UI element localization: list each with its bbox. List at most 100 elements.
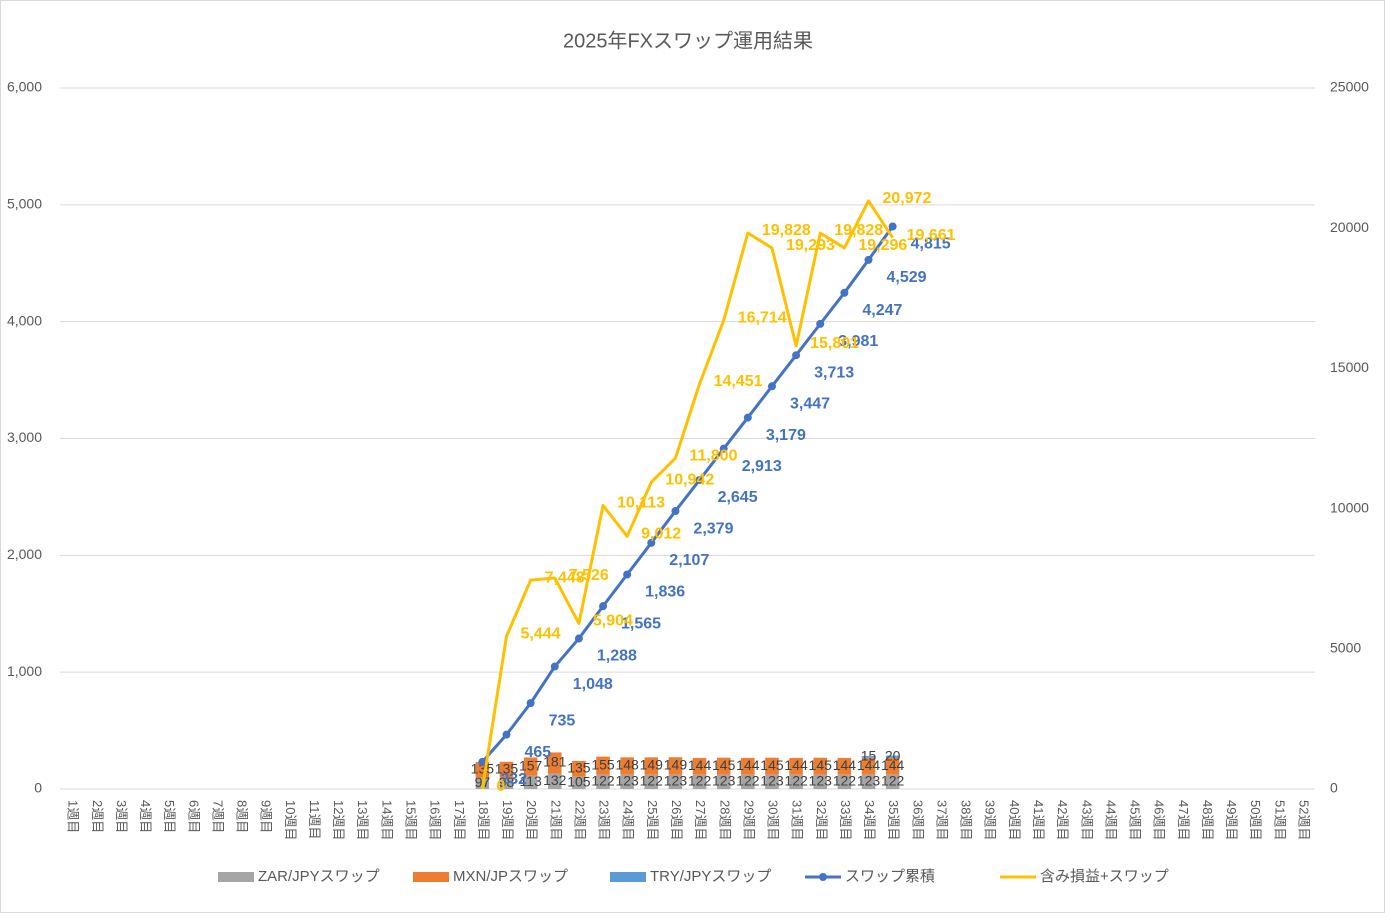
- line: [480, 199, 894, 790]
- data-label: 2,107: [669, 552, 709, 569]
- line-marker: [695, 475, 704, 484]
- bar: [837, 774, 852, 789]
- data-label: 19,661: [907, 227, 956, 244]
- line-marker: [478, 757, 487, 766]
- data-label: 16,714: [738, 310, 787, 327]
- bar: [861, 774, 876, 789]
- x-tick-label: 50週目: [1248, 800, 1263, 840]
- x-tick-label: 21週目: [548, 800, 563, 840]
- data-label: 11,800: [689, 447, 737, 464]
- bar-label: 122: [591, 773, 615, 789]
- legend-label: MXN/JPスワップ: [453, 868, 568, 885]
- legend-label: ZAR/JPYスワップ: [258, 868, 380, 885]
- x-tick-label: 45週目: [1128, 800, 1143, 840]
- line-marker: [840, 288, 849, 297]
- bar: [885, 757, 900, 775]
- data-label: 14,451: [714, 373, 763, 390]
- data-label: 1,836: [645, 584, 685, 601]
- bar-label: 123: [712, 773, 736, 789]
- bar-label: 149: [640, 757, 664, 773]
- legend-marker: [819, 873, 827, 881]
- x-tick-label: 17週目: [452, 800, 467, 840]
- data-label: 7,526: [569, 567, 609, 584]
- x-tick-label: 28週目: [717, 800, 732, 840]
- bar: [741, 774, 755, 789]
- bar: [668, 757, 683, 775]
- bar-label: 145: [809, 757, 833, 773]
- data-label: 19,828: [762, 222, 811, 239]
- x-tick-label: 30週目: [766, 800, 781, 840]
- bar-label: 123: [760, 773, 784, 789]
- legend-label: スワップ累積: [845, 868, 935, 885]
- data-label: 9,012: [641, 526, 681, 543]
- bar-label: 132: [543, 772, 567, 788]
- bar: [499, 761, 514, 778]
- bar-label: 144: [688, 757, 712, 773]
- bar-label: 155: [591, 756, 615, 772]
- x-tick-label: 29週目: [741, 800, 756, 840]
- legend-swatch: [413, 872, 449, 882]
- bar: [885, 755, 900, 758]
- bar: [741, 757, 755, 775]
- x-tick-label: 22週目: [572, 800, 587, 840]
- data-label: 2,645: [718, 489, 758, 506]
- bar: [813, 757, 827, 775]
- y-tick-label: 3,000: [7, 429, 42, 445]
- x-tick-label: 10週目: [283, 800, 298, 840]
- x-tick-label: 51週目: [1272, 800, 1287, 840]
- x-tick-label: 33週目: [838, 800, 853, 840]
- x-tick-label: 47週目: [1176, 800, 1191, 840]
- bar-label: 144: [857, 757, 881, 773]
- data-label: 232: [500, 771, 527, 788]
- bar-label: 105: [567, 774, 591, 790]
- bar: [572, 776, 586, 789]
- bar: [596, 756, 610, 775]
- x-tick-label: 37週目: [934, 800, 949, 840]
- line-marker: [864, 255, 873, 264]
- x-tick-label: 35週目: [886, 800, 901, 840]
- legend-label: 含み損益+スワップ: [1040, 868, 1169, 885]
- y2-tick-label: 0: [1330, 780, 1338, 796]
- bar: [668, 774, 683, 789]
- bar-label: 145: [760, 757, 784, 773]
- data-label: 2,379: [693, 520, 733, 537]
- bar-label: 135: [471, 760, 495, 776]
- data-label: 19,293: [786, 237, 835, 254]
- bar-label: 144: [736, 757, 760, 773]
- x-tick-label: 27週目: [693, 800, 708, 840]
- x-tick-label: 43週目: [1079, 800, 1094, 840]
- bar: [523, 775, 538, 789]
- bar-label: 113: [519, 773, 542, 789]
- data-label: 19,296: [858, 237, 907, 254]
- bar-label: 123: [857, 773, 881, 789]
- data-label: 735: [549, 712, 576, 729]
- bar-label: 181: [543, 754, 567, 770]
- x-tick-label: 11週目: [307, 800, 322, 840]
- x-tick-label: 25週目: [645, 800, 660, 840]
- line-marker: [623, 570, 632, 579]
- y-tick-label: 1,000: [7, 663, 42, 679]
- bar-label: 123: [664, 773, 688, 789]
- data-label: 465: [524, 744, 551, 761]
- x-tick-label: 52週目: [1296, 800, 1311, 840]
- bar-label: 135: [567, 760, 591, 776]
- x-tick-label: 1週目: [66, 800, 81, 833]
- data-label: 5,904: [593, 613, 633, 630]
- bar: [499, 777, 514, 789]
- bar: [572, 760, 586, 777]
- data-label: 4,529: [887, 269, 927, 286]
- bar: [813, 774, 827, 789]
- bar-label: 148: [615, 757, 639, 773]
- x-tick-label: 26週目: [669, 800, 684, 840]
- x-tick-label: 19週目: [500, 800, 515, 840]
- bar-label: 144: [784, 757, 808, 773]
- data-label: 7,448: [545, 569, 585, 586]
- bar-label: 15: [861, 748, 877, 764]
- bar-label: 122: [784, 773, 808, 789]
- bar: [523, 757, 538, 776]
- bar-label: 157: [519, 757, 543, 773]
- line-marker: [599, 602, 608, 611]
- y-tick-label: 5,000: [7, 196, 42, 212]
